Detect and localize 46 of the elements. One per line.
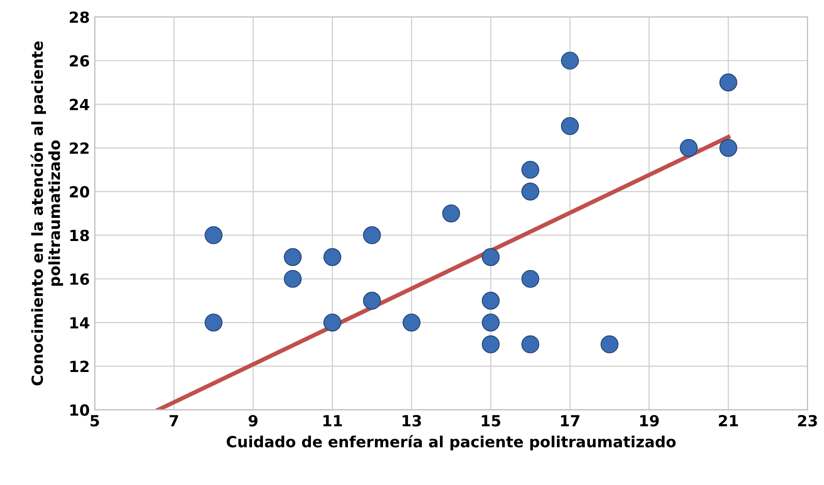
- point: [482, 335, 500, 354]
- y-tick-label: 10: [70, 404, 90, 416]
- point: [402, 314, 420, 332]
- point: [442, 204, 460, 222]
- point: [363, 226, 381, 244]
- point: [521, 182, 540, 200]
- point: [719, 139, 738, 157]
- point: [680, 139, 698, 157]
- point: [719, 74, 738, 92]
- x-axis-title: Cuidado de enfermería al paciente politraumatizado: [226, 435, 676, 450]
- x-tick-label: 23: [798, 414, 817, 427]
- x-tick-label: 5: [90, 415, 100, 427]
- x-tick-label: 21: [718, 414, 738, 426]
- y-tick-label: 20: [70, 186, 90, 198]
- point: [284, 248, 302, 266]
- point: [204, 226, 222, 244]
- point: [561, 117, 579, 136]
- y-tick-label: 12: [70, 360, 89, 372]
- x-tick-label: 7: [170, 415, 178, 426]
- x-tick-label: 15: [482, 415, 500, 427]
- point: [521, 160, 540, 179]
- point: [284, 270, 302, 288]
- point: [482, 314, 500, 332]
- y-tick-label: 24: [70, 98, 90, 110]
- y-tick-label: 28: [70, 11, 89, 23]
- point: [323, 248, 342, 266]
- y-tick-label: 14: [70, 317, 90, 328]
- y-tick-label: 16: [70, 273, 90, 285]
- y-tick-label: 22: [70, 142, 89, 154]
- point: [561, 52, 579, 70]
- y-tick-label: 18: [70, 230, 89, 242]
- x-tick-label: 17: [561, 415, 580, 426]
- x-tick-label: 19: [640, 414, 659, 427]
- point: [323, 314, 342, 332]
- point: [482, 292, 500, 310]
- point: [204, 314, 222, 332]
- x-tick-label: 11: [323, 415, 342, 426]
- point: [521, 335, 540, 354]
- point: [600, 335, 618, 354]
- point: [521, 270, 540, 288]
- point: [482, 248, 500, 266]
- y-tick-label: 26: [70, 55, 90, 67]
- y-axis-title: Conocimiento en la atención al paciente politraumatizado: [30, 41, 64, 386]
- x-tick-label: 9: [248, 414, 258, 427]
- point: [363, 292, 381, 310]
- x-tick-label: 13: [402, 414, 421, 427]
